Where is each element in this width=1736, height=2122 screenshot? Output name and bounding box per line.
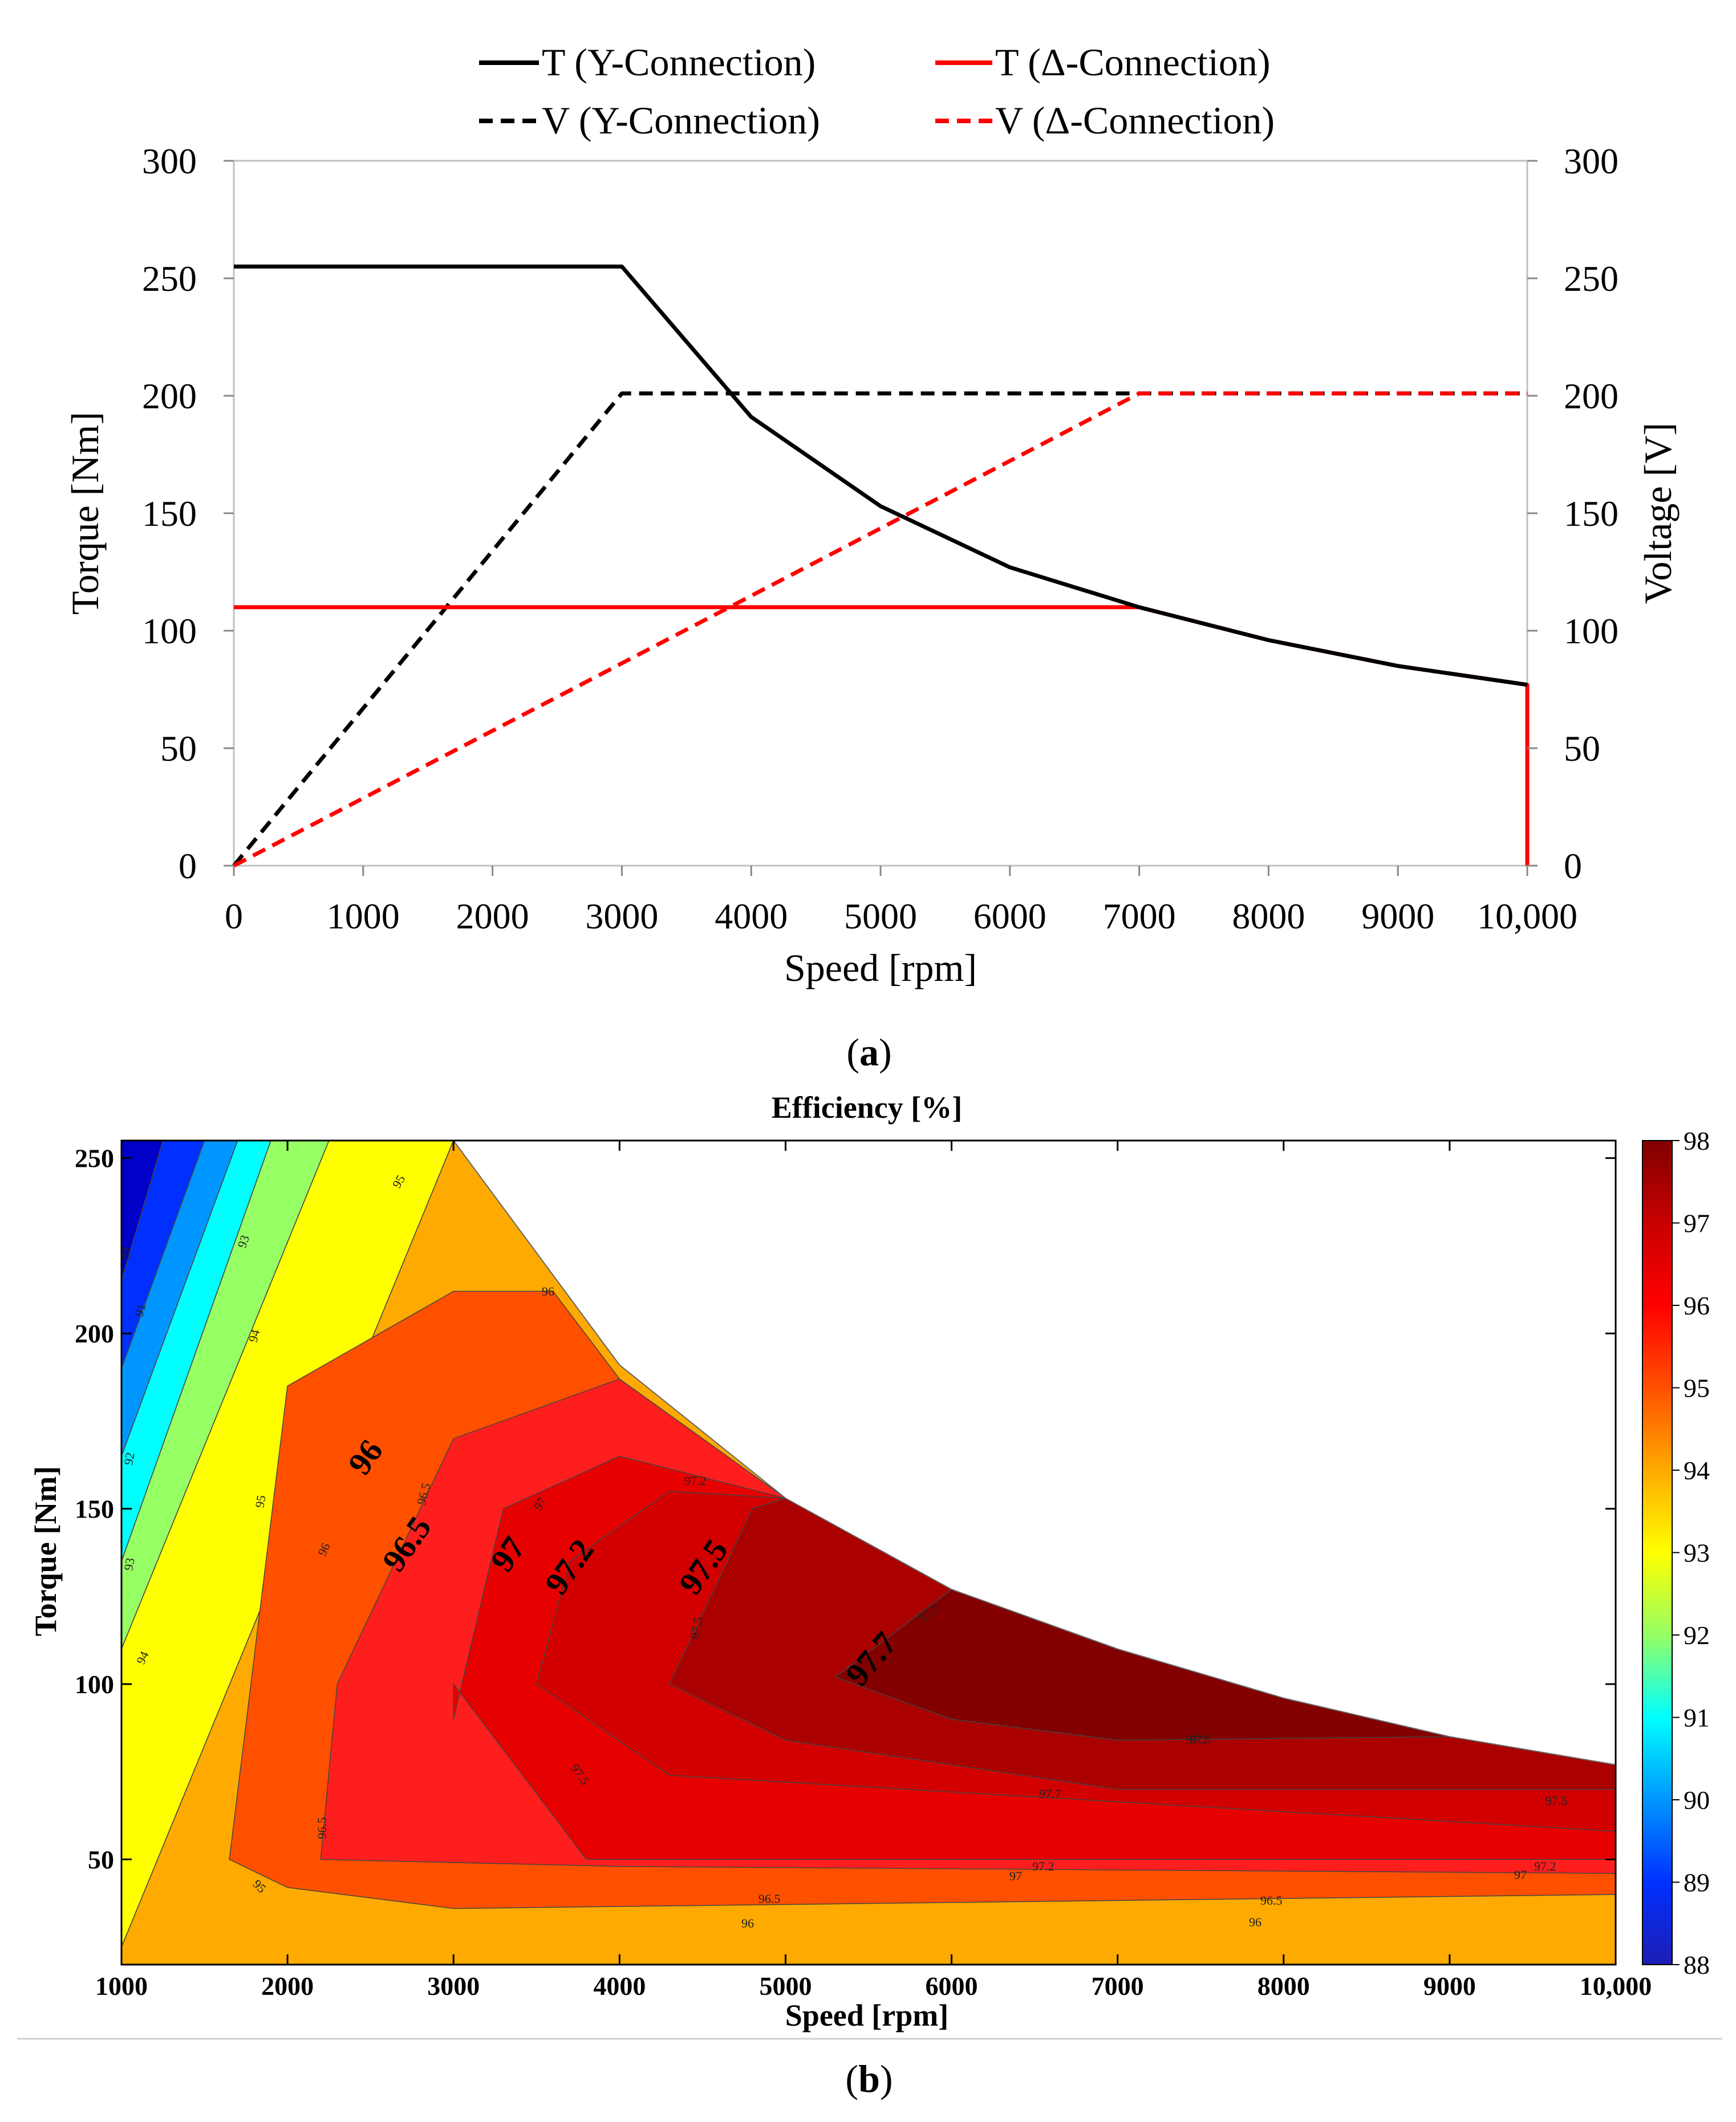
minor-label: 97.2 <box>1534 1859 1556 1873</box>
x-tick-label: 4000 <box>593 1971 646 2001</box>
minor-label: 97.2 <box>684 1474 707 1488</box>
minor-label: 96 <box>1249 1915 1262 1929</box>
colorbar-tick-label: 95 <box>1684 1374 1710 1403</box>
minor-label: 96.5 <box>1260 1893 1283 1908</box>
minor-label: 96 <box>542 1284 554 1299</box>
x-tick-label: 3000 <box>427 1971 480 2001</box>
minor-label: 95 <box>252 1494 268 1509</box>
series-line-2 <box>232 391 1527 867</box>
colorbar-tick-label: 88 <box>1684 1950 1710 1979</box>
x-axis-label-b: Speed [rpm] <box>785 1998 948 2032</box>
colorbar-tick-label: 94 <box>1684 1456 1710 1485</box>
y-tick-label: 250 <box>75 1144 114 1173</box>
y-tick-label: 100 <box>75 1670 114 1699</box>
x-tick-label: 2000 <box>261 1971 314 2001</box>
x-tick-label: 10,000 <box>1477 896 1577 936</box>
colorbar-tick-label: 97 <box>1684 1209 1710 1238</box>
y-tick-label: 200 <box>142 376 197 416</box>
efficiency-map: Efficiency [%] 1000 2000 3000 4000 5000 6000 7… <box>17 1090 1722 2100</box>
minor-label: 92 <box>121 1451 137 1466</box>
x-tick-label: 9000 <box>1361 896 1434 936</box>
minor-label: 97.5 <box>1546 1794 1568 1808</box>
legend-label-v-d: V (Δ-Connection) <box>995 99 1275 142</box>
y-tick-label: 300 <box>142 141 197 181</box>
y-axis-label-a: Torque [Nm] <box>63 412 107 615</box>
y2-tick-label: 250 <box>1564 258 1619 299</box>
y2-tick-label: 150 <box>1564 493 1619 534</box>
y2-tick-label: 200 <box>1564 376 1619 416</box>
colorbar-tick-label: 93 <box>1684 1539 1710 1568</box>
y2-axis-label-a: Voltage [V] <box>1636 423 1680 604</box>
x-tick-label: 8000 <box>1258 1971 1310 2001</box>
feasible-boundary-mask <box>121 1141 1616 1766</box>
minor-label: 96 <box>741 1916 754 1930</box>
y-tick-label: 100 <box>142 611 197 651</box>
minor-label: 97.2 <box>1032 1859 1054 1873</box>
x-axis-label-a: Speed [rpm] <box>784 946 977 989</box>
y-tick-label: 250 <box>142 258 197 299</box>
legend-label-t-y: T (Y-Connection) <box>542 40 816 84</box>
minor-label: 96.5 <box>759 1892 781 1906</box>
minor-label: 96.5 <box>315 1817 329 1840</box>
x-tick-label: 5000 <box>844 896 917 936</box>
x-tick-label: 5000 <box>759 1971 812 2001</box>
x-tick-label: 9000 <box>1423 1971 1476 2001</box>
colorbar-tick-label: 90 <box>1684 1786 1710 1815</box>
colorbar-tick-label: 98 <box>1684 1126 1710 1155</box>
colorbar-ticks: 98 97 96 95 94 93 92 91 90 89 88 <box>1672 1126 1710 1979</box>
ticks-b: 1000 2000 3000 4000 5000 6000 7000 8000 9000 10,0… <box>75 1141 1652 2001</box>
y-tick-label: 50 <box>160 728 197 769</box>
x-tick-label: 2000 <box>456 896 529 936</box>
torque-voltage-chart: 0 1000 2000 3000 4000 5000 6000 7000 8000 9000 10,… <box>63 40 1680 1074</box>
x-tick-label: 7000 <box>1103 896 1176 936</box>
legend-a: T (Y-Connection) V (Y-Connection) T (Δ-C… <box>479 40 1275 142</box>
colorbar <box>1642 1140 1673 1965</box>
x-tick-label: 3000 <box>585 896 658 936</box>
y-tick-label: 0 <box>179 846 197 886</box>
legend-label-t-d: T (Δ-Connection) <box>995 40 1270 84</box>
minor-label: 97 <box>1009 1869 1022 1883</box>
series-line-0 <box>234 264 1528 687</box>
y2-tick-label: 300 <box>1564 141 1619 181</box>
minor-label: 97.7 <box>1039 1787 1061 1801</box>
x-tick-label: 7000 <box>1092 1971 1144 2001</box>
x-tick-label: 0 <box>225 896 243 936</box>
minor-label: 97.5 <box>1189 1733 1211 1747</box>
y-tick-label: 50 <box>88 1845 114 1874</box>
y2-tick-label: 100 <box>1564 611 1619 651</box>
x-tick-label: 6000 <box>926 1971 978 2001</box>
minor-label: 93 <box>121 1557 137 1572</box>
x-tick-label: 1000 <box>327 896 400 936</box>
contour-regions <box>121 1141 1616 1965</box>
y2-tick-label: 50 <box>1564 728 1600 769</box>
plot-b-frame <box>120 1139 1617 1966</box>
y-axis-label-b: Torque [Nm] <box>29 1466 63 1637</box>
title-b: Efficiency [%] <box>772 1090 962 1125</box>
y-tick-label: 150 <box>75 1495 114 1524</box>
series-line-3 <box>233 391 1527 868</box>
x-tick-label: 1000 <box>95 1971 148 2001</box>
colorbar-tick-label: 92 <box>1684 1621 1710 1650</box>
minor-label: 97 <box>1514 1868 1527 1882</box>
x-tick-label: 8000 <box>1232 896 1305 936</box>
panel-label-b: (b) <box>845 2057 893 2100</box>
minor-label: 89 <box>117 1246 133 1261</box>
x-tick-label: 10,000 <box>1580 1971 1652 2001</box>
panel-label-a: (a) <box>846 1030 891 1074</box>
y-tick-label: 150 <box>142 493 197 534</box>
y2-tick-label: 0 <box>1564 846 1582 886</box>
colorbar-tick-label: 91 <box>1684 1703 1710 1733</box>
x-tick-label: 4000 <box>715 896 788 936</box>
colorbar-tick-label: 96 <box>1684 1291 1710 1320</box>
y-tick-label: 200 <box>75 1319 114 1348</box>
series-a <box>232 264 1530 868</box>
x-tick-label: 6000 <box>974 896 1047 936</box>
ticks-a: 0 1000 2000 3000 4000 5000 6000 7000 8000 9000 10,… <box>142 141 1619 936</box>
colorbar-tick-label: 89 <box>1684 1868 1710 1897</box>
series-line-1 <box>234 605 1530 866</box>
legend-label-v-y: V (Y-Connection) <box>542 99 820 142</box>
minor-label: 97.7 <box>1186 1733 1208 1747</box>
